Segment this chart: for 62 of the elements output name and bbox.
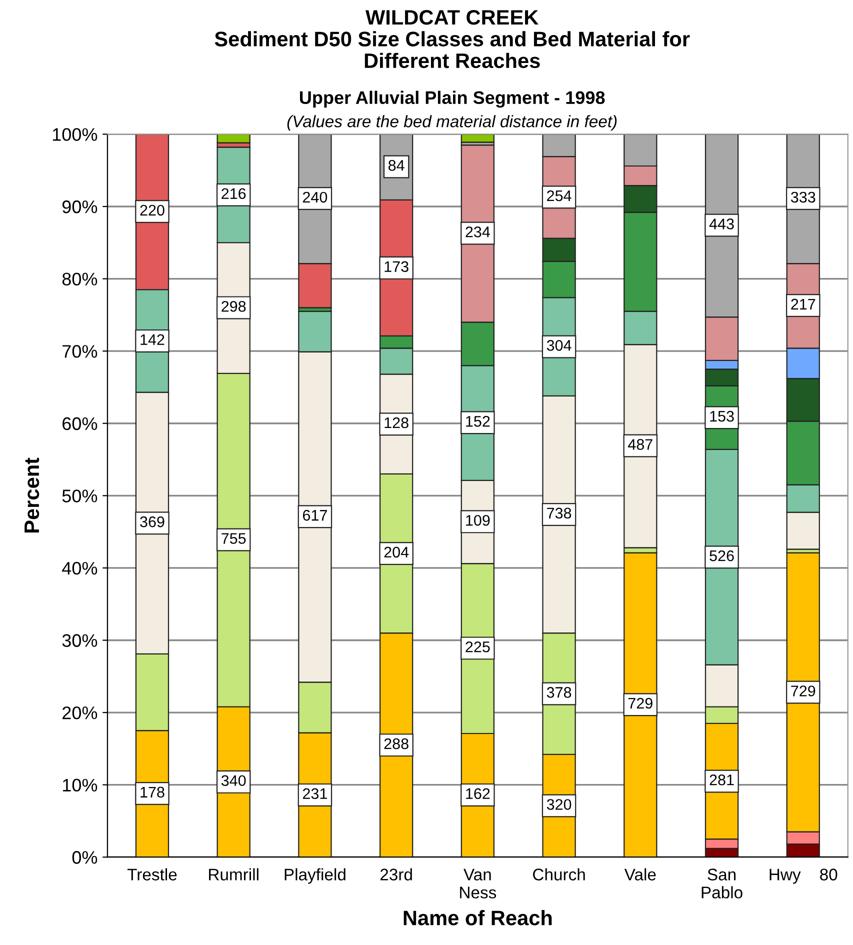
annotation: 738 xyxy=(547,508,572,519)
text: (Values are the bed material distance in feet) xyxy=(287,115,617,131)
annotation: 755 xyxy=(222,533,246,544)
annotation: 153 xyxy=(710,410,734,422)
x-tick-label: Vale xyxy=(624,868,656,880)
y-tick-label: 50% xyxy=(62,490,98,502)
y-tick-label: 70% xyxy=(62,345,98,358)
annotation: 84 xyxy=(388,160,404,171)
annotation: 216 xyxy=(222,188,246,200)
annotation: 162 xyxy=(466,788,490,800)
annotation: 152 xyxy=(466,416,490,427)
annotation: 340 xyxy=(221,775,246,786)
annotation: 333 xyxy=(790,192,816,203)
annotation: 729 xyxy=(791,686,816,696)
annotation: 298 xyxy=(222,300,246,312)
chart-subtitle: Upper Alluvial Plain Segment - 1998 xyxy=(300,90,605,108)
y-tick-label: 60% xyxy=(62,417,98,430)
y-tick-label: 30% xyxy=(62,634,98,647)
x-tick-label: Playfield xyxy=(284,868,346,884)
annotation: 487 xyxy=(628,439,652,450)
x-tick-label: Rumrill xyxy=(209,868,258,880)
bar xyxy=(460,134,495,143)
annotation: 320 xyxy=(546,799,572,810)
y-tick-label: 90% xyxy=(62,200,98,214)
y-tick-label: 0% xyxy=(72,851,98,864)
x-tick-label: Church xyxy=(533,868,585,880)
annotation: 220 xyxy=(140,204,164,216)
annotation: 281 xyxy=(710,774,734,786)
annotation: 225 xyxy=(466,641,490,652)
annotation: 729 xyxy=(628,698,652,709)
annotation: 109 xyxy=(466,514,490,526)
annotation: 254 xyxy=(547,190,572,202)
x-tick-label: Van Ness xyxy=(460,868,496,898)
annotation: 142 xyxy=(140,334,164,345)
x-tick-label: Trestle xyxy=(127,868,177,880)
y-tick-label: 80% xyxy=(62,272,98,286)
chart-title: WILDCAT CREEK Sediment D50 Size Classes and Bed Material for Different Reaches xyxy=(214,10,690,68)
annotation: 378 xyxy=(546,687,572,698)
annotation: 173 xyxy=(384,261,408,272)
y-tick-label: 10% xyxy=(62,778,98,792)
annotation: 369 xyxy=(140,516,164,528)
x-axis-title: Name of Reach xyxy=(404,910,552,926)
x-tick-label: 23rd xyxy=(380,868,412,880)
annotation: 231 xyxy=(302,788,327,800)
annotation: 288 xyxy=(384,738,408,750)
annotation: 217 xyxy=(791,298,816,310)
annotation: 234 xyxy=(466,226,490,238)
y-tick-label: 40% xyxy=(62,562,98,575)
annotation: 204 xyxy=(384,546,409,558)
y-axis-title: Percent xyxy=(24,458,40,532)
x-tick-label: San Pablo xyxy=(702,868,742,898)
annotation: 617 xyxy=(302,510,327,521)
annotation: 304 xyxy=(546,340,572,351)
annotation: 128 xyxy=(384,417,408,428)
y-tick-label: 20% xyxy=(62,706,98,720)
annotation: 178 xyxy=(140,786,164,798)
y-tick-label: 100% xyxy=(52,128,98,141)
annotation: 526 xyxy=(710,550,734,562)
bar xyxy=(624,552,658,858)
x-tick-label: Hwy 80 xyxy=(770,868,838,884)
annotation: 240 xyxy=(302,192,328,203)
annotation: 443 xyxy=(709,218,734,230)
